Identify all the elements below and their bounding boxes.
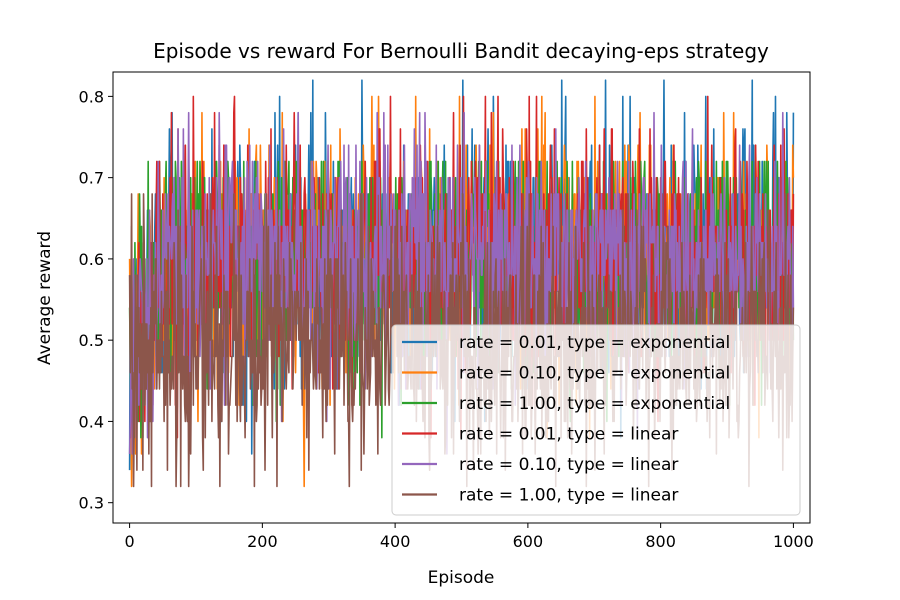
y-tick-label: 0.4 [79,412,104,431]
x-tick-label: 1000 [773,532,814,551]
legend-label: rate = 0.10, type = linear [459,455,678,475]
x-axis: 0 200 400 600 800 1000 [125,523,814,551]
x-tick-label: 0 [125,532,135,551]
chart-title: Episode vs reward For Bernoulli Bandit d… [153,39,769,63]
plot-area-frame [112,71,811,524]
x-axis-label: Episode [428,568,495,588]
y-tick-label: 0.5 [79,331,104,350]
y-tick-label: 0.3 [79,494,104,513]
y-tick-label: 0.8 [79,87,104,106]
legend-label: rate = 0.01, type = exponential [459,333,730,353]
x-tick-label: 600 [513,532,544,551]
legend: rate = 0.01, type = exponential rate = 0.… [391,324,801,516]
y-axis-label: Average reward [35,231,55,365]
y-tick-label: 0.6 [79,250,104,269]
x-tick-label: 200 [247,532,278,551]
legend-label: rate = 0.10, type = exponential [459,364,730,384]
y-axis: 0.3 0.4 0.5 0.6 0.7 0.8 [79,87,113,513]
legend-label: rate = 1.00, type = linear [459,486,678,506]
y-tick-label: 0.7 [79,169,104,188]
x-tick-label: 400 [380,532,411,551]
x-tick-label: 800 [645,532,676,551]
legend-box [391,324,801,516]
legend-label: rate = 0.01, type = linear [459,425,678,445]
legend-label: rate = 1.00, type = exponential [459,394,730,414]
